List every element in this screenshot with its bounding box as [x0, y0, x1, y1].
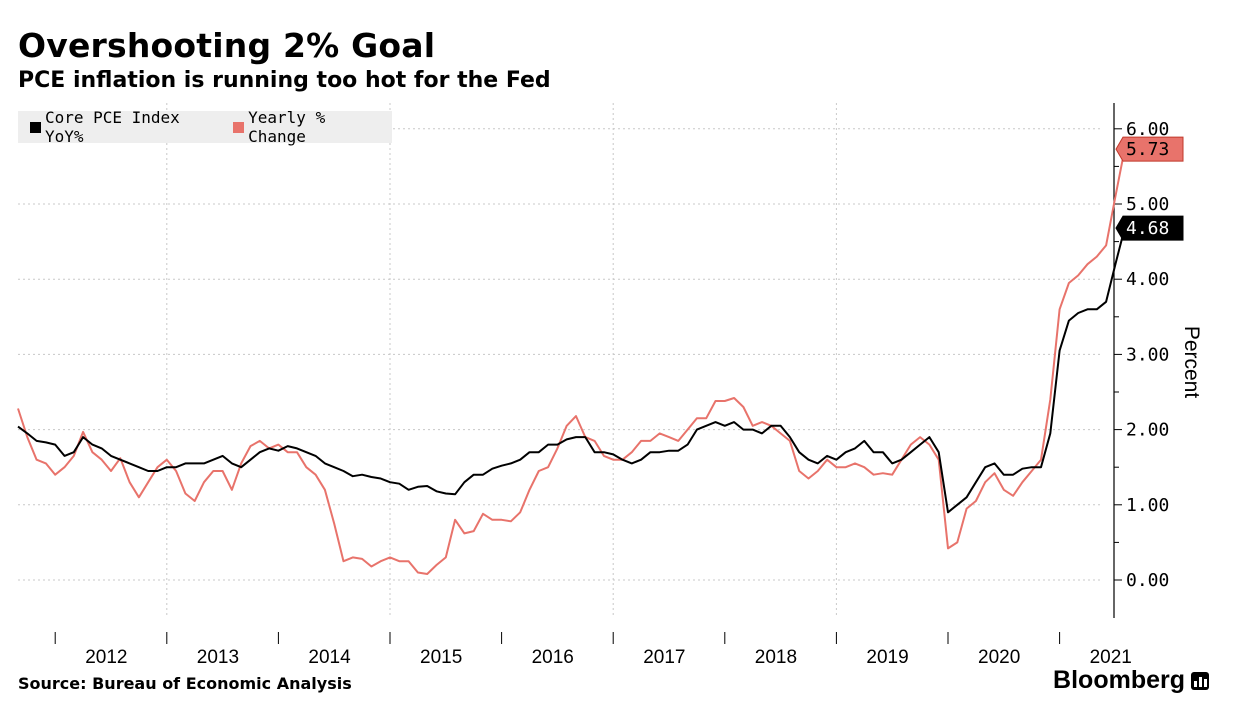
y-tick-label: 2.00: [1126, 420, 1169, 441]
legend-swatch-black: [30, 121, 41, 133]
y-axis-label: Percent: [1180, 326, 1203, 399]
legend: Core PCE Index YoY% Yearly % Change: [18, 108, 392, 146]
series-lines: [17, 148, 1126, 575]
badge-shape: [1115, 136, 1184, 162]
x-tick-label: 2016: [532, 647, 574, 668]
legend-item-yearly-change: Yearly % Change: [233, 108, 392, 146]
y-axis: 0.00 1.00 2.00 3.00 4.00 5.00 6.00: [1113, 103, 1169, 618]
x-tick-label: 2017: [643, 647, 685, 668]
x-tick-label: 2018: [755, 647, 797, 668]
legend-item-core-pce: Core PCE Index YoY%: [30, 108, 227, 146]
source-note: Source: Bureau of Economic Analysis: [18, 674, 352, 693]
last-value-badge: 4.68: [1115, 215, 1184, 241]
legend-swatch-red: [233, 121, 245, 133]
grid-lines: [18, 103, 1100, 618]
badge-label: 5.73: [1126, 139, 1169, 160]
x-tick-label: 2012: [85, 647, 127, 668]
x-tick-label: 2021: [1090, 647, 1132, 668]
chart-title: Overshooting 2% Goal: [18, 26, 436, 65]
x-axis: 2012 2013 2014 2015 2016 2017 2018 2019 2020 2021: [54, 632, 1132, 668]
bar-chart-icon: [1191, 671, 1209, 690]
y-tick-label: 3.00: [1126, 344, 1169, 365]
x-tick-label: 2019: [866, 647, 908, 668]
badge-label: 4.68: [1126, 218, 1169, 239]
bloomberg-logo: Bloomberg: [1053, 666, 1209, 695]
legend-label: Core PCE Index YoY%: [44, 108, 180, 146]
legend-label: Yearly % Change: [248, 108, 326, 146]
y-tick-label: 6.00: [1126, 119, 1169, 140]
x-tick-label: 2014: [308, 647, 351, 668]
series-line-yearly-change: [17, 148, 1126, 575]
x-tick-label: 2015: [420, 647, 462, 668]
y-tick-label: 5.00: [1126, 194, 1169, 215]
y-tick-label: 0.00: [1126, 570, 1169, 591]
x-tick-label: 2013: [197, 647, 239, 668]
brand-name: Bloomberg: [1053, 666, 1185, 694]
x-tick-label: 2020: [978, 647, 1020, 668]
series-line-core-pce: [17, 227, 1126, 514]
badge-shape: [1115, 215, 1184, 241]
y-tick-label: 4.00: [1126, 269, 1169, 290]
chart-subtitle: PCE inflation is running too hot for the…: [18, 68, 551, 93]
last-value-badge: 5.73: [1115, 136, 1184, 162]
last-value-badges: 5.73 4.68: [1115, 136, 1184, 241]
y-tick-label: 1.00: [1126, 495, 1169, 516]
